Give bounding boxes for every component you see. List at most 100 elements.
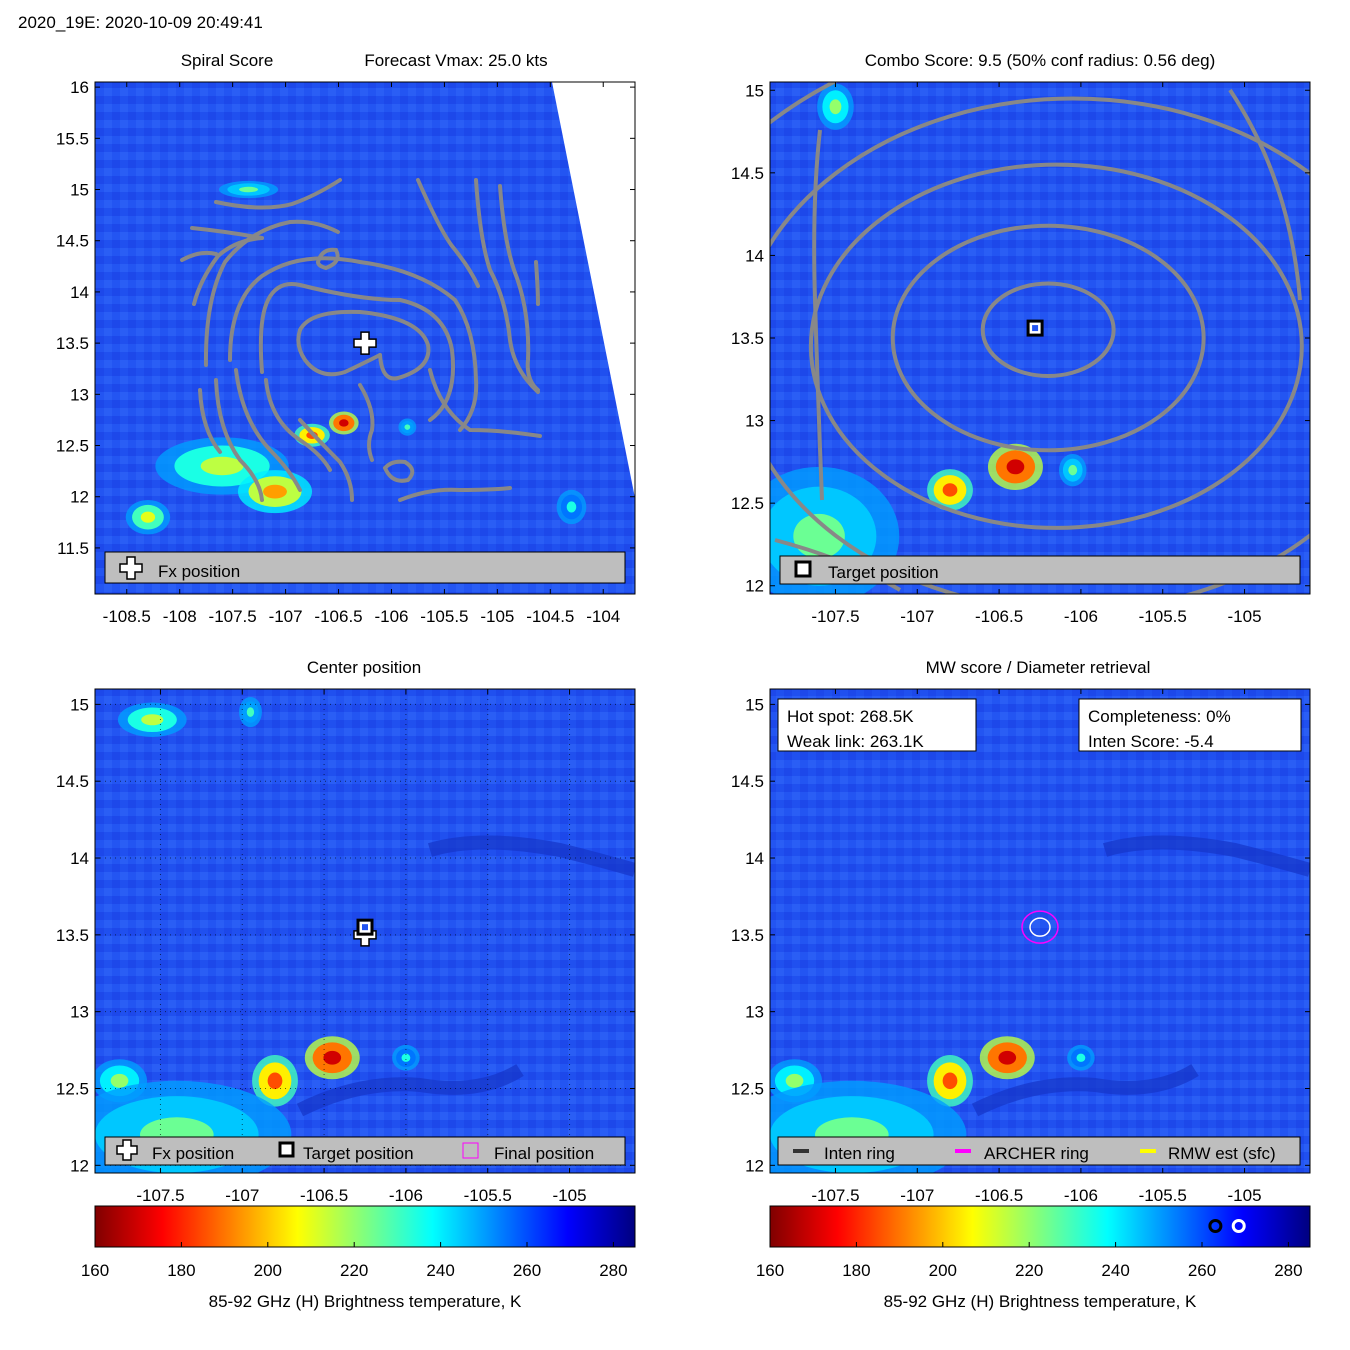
center-cloud-band (296, 835, 635, 1117)
panel-combo: Combo Score: 9.5 (50% conf radius: 0.56 … (731, 51, 1311, 626)
colorbar-tick-label: 220 (340, 1261, 368, 1280)
spiral-legend: Fx position (104, 551, 626, 584)
spiral-title: Spiral Score (181, 51, 274, 70)
weak-link-text: Weak link: 263.1K (787, 732, 924, 751)
mw-hotspot-core (998, 1050, 1017, 1065)
colorbar-left: 160 180 200 220 240 260 280 85-92 GHz (H) Brig… (81, 1205, 636, 1311)
spiral-xtick-label: -104 (586, 607, 620, 626)
fx-position-marker (353, 331, 377, 355)
archer-ring-marker (1021, 910, 1059, 944)
mw-ytick-label: 15 (745, 695, 764, 714)
mw-xtick-label: -107.5 (811, 1186, 859, 1205)
completeness-text: Completeness: 0% (1088, 707, 1231, 726)
center-xtick-label: -106.5 (300, 1186, 348, 1205)
spiral-ytick-label: 13.5 (56, 334, 89, 353)
fx-position-icon (119, 556, 143, 580)
colorbar-left-label: 85-92 GHz (H) Brightness temperature, K (209, 1292, 522, 1311)
center-ytick-label: 15 (70, 695, 89, 714)
spiral-ytick-label: 13 (70, 385, 89, 404)
spiral-ytick-label: 15 (70, 181, 89, 200)
colorbar-right: 160 180 200 220 240 260 280 85-92 GHz (H) Brig… (756, 1205, 1311, 1311)
mw-legend-rmw: RMW est (sfc) (1168, 1144, 1276, 1163)
combo-contour-ring (770, 96, 1310, 594)
mw-ytick-label: 13.5 (731, 926, 764, 945)
spiral-ytick-label: 12 (70, 488, 89, 507)
center-xtick-label: -106 (389, 1186, 423, 1205)
combo-xtick-label: -105.5 (1139, 607, 1187, 626)
colorbar-right-label: 85-92 GHz (H) Brightness temperature, K (884, 1292, 1197, 1311)
combo-title: Combo Score: 9.5 (50% conf radius: 0.56 … (865, 51, 1216, 70)
spiral-ytick-label: 15.5 (56, 129, 89, 148)
center-ytick-label: 14.5 (56, 772, 89, 791)
panel-spiral: Spiral Score Forecast Vmax: 25.0 kts (56, 51, 636, 626)
spiral-contours (180, 178, 542, 502)
colorbar-tick-label: 160 (81, 1261, 109, 1280)
rmw-ring-marker (1029, 917, 1051, 937)
spiral-xtick-label: -107.5 (209, 607, 257, 626)
target-position-icon (278, 1141, 295, 1158)
mw-ytick-label: 14 (745, 849, 764, 868)
inten-score-text: Inten Score: -5.4 (1088, 732, 1214, 751)
spiral-xtick-label: -108 (163, 607, 197, 626)
center-hotspot-core (246, 707, 255, 717)
center-xtick-label: -105.5 (464, 1186, 512, 1205)
colorbar-tick-label: 280 (599, 1261, 627, 1280)
center-ytick-label: 14 (70, 849, 89, 868)
center-xtick-label: -105 (553, 1186, 587, 1205)
combo-ytick-label: 12.5 (731, 494, 764, 513)
mw-hotspot-core (942, 1072, 958, 1090)
weak-link-marker (1208, 1219, 1223, 1233)
combo-contour-ring (808, 162, 1304, 530)
spiral-ytick-label: 14.5 (56, 232, 89, 251)
mw-ytick-label: 12.5 (731, 1079, 764, 1098)
figure-title: 2020_19E: 2020-10-09 20:49:41 (18, 13, 263, 32)
spiral-ytick-label: 14 (70, 283, 89, 302)
combo-xtick-label: -107 (900, 607, 934, 626)
center-legend-target: Target position (303, 1144, 414, 1163)
combo-ytick-label: 15 (745, 81, 764, 100)
mw-info-left: Hot spot: 268.5K Weak link: 263.1K (777, 698, 977, 752)
spiral-hotspot-core (239, 186, 259, 193)
mw-xtick-label: -106 (1064, 1186, 1098, 1205)
mw-legend-archer: ARCHER ring (984, 1144, 1089, 1163)
combo-contour-ring (980, 281, 1116, 378)
spiral-hotspot-core (140, 511, 156, 523)
center-legend-fx: Fx position (152, 1144, 234, 1163)
center-ytick-label: 12.5 (56, 1079, 89, 1098)
mw-legend: Inten ring ARCHER ring RMW est (sfc) (777, 1136, 1301, 1166)
target-position-icon (794, 560, 812, 578)
center-hotspot-core (401, 1053, 411, 1062)
hot-spot-text: Hot spot: 268.5K (787, 707, 914, 726)
combo-hotspot-core (1068, 464, 1078, 476)
spiral-xtick-label: -107 (269, 607, 303, 626)
spiral-swath-gap (552, 82, 635, 498)
spiral-hotspot-core (200, 456, 244, 476)
mw-title: MW score / Diameter retrieval (926, 658, 1151, 677)
spiral-hotspot-core (339, 419, 349, 427)
spiral-xtick-label: -106.5 (314, 607, 362, 626)
center-xtick-label: -107 (225, 1186, 259, 1205)
spiral-axes-frame (94, 81, 636, 595)
combo-legend-target: Target position (828, 563, 939, 582)
colorbar-tick-label: 180 (167, 1261, 195, 1280)
spiral-xtick-label: -104.5 (526, 607, 574, 626)
hot-spot-marker (1231, 1219, 1246, 1233)
mw-axes-frame (769, 688, 1311, 1174)
center-legend-final: Final position (494, 1144, 594, 1163)
colorbar-tick-label: 200 (929, 1261, 957, 1280)
final-position-icon (462, 1142, 479, 1159)
mw-xtick-label: -106.5 (975, 1186, 1023, 1205)
colorbar-tick-label: 260 (513, 1261, 541, 1280)
spiral-legend-fx: Fx position (158, 562, 240, 581)
mw-ytick-label: 14.5 (731, 772, 764, 791)
combo-hotspot-core (942, 483, 958, 497)
mw-ytick-label: 12 (745, 1156, 764, 1175)
combo-legend: Target position (779, 555, 1301, 585)
colorbar-tick-label: 280 (1274, 1261, 1302, 1280)
center-hotspot-core (267, 1072, 283, 1090)
combo-hotspot-core (1006, 459, 1025, 475)
colorbar-tick-label: 180 (842, 1261, 870, 1280)
center-ytick-label: 13.5 (56, 926, 89, 945)
spiral-xtick-label: -105.5 (420, 607, 468, 626)
